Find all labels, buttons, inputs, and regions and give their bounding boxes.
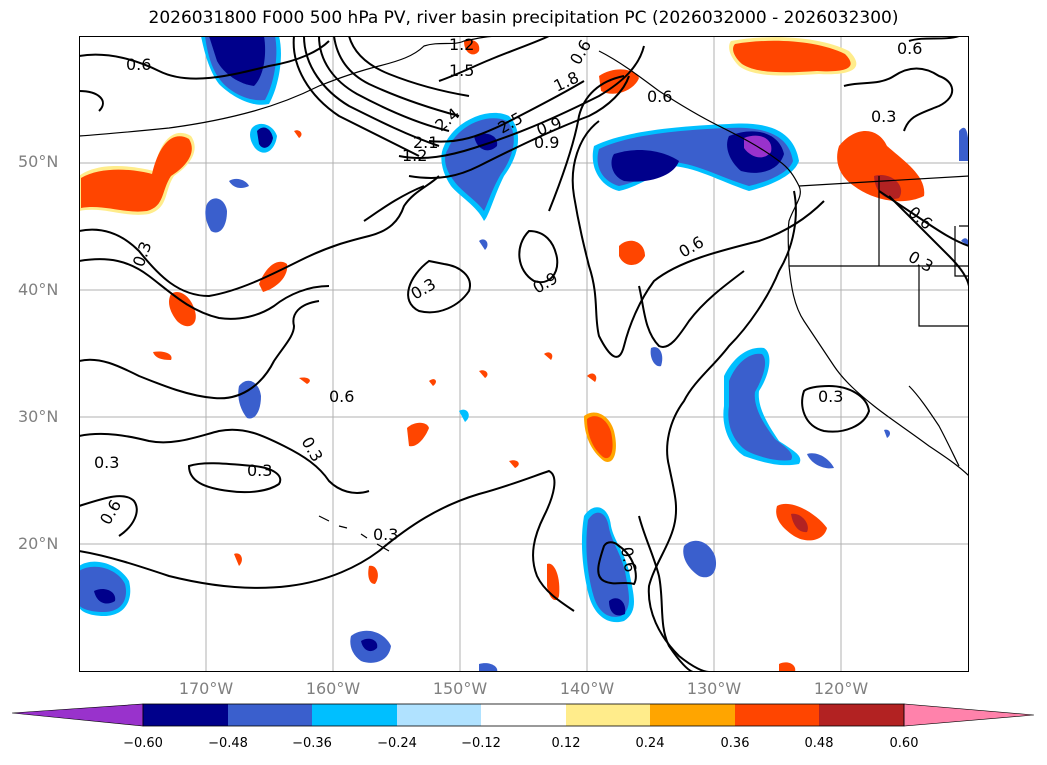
positive-precip-patches	[79, 37, 925, 672]
lat-label-50n: 50°N	[18, 152, 59, 171]
contour-label: 0.9	[534, 133, 559, 152]
colorbar-segment	[397, 704, 481, 726]
negative-precip-patches	[79, 36, 969, 672]
colorbar-segment	[650, 704, 735, 726]
contour-label: 0.3	[905, 247, 937, 276]
lon-label-120w: 120°W	[813, 679, 869, 698]
contour-label: 0.6	[647, 87, 672, 106]
graticule	[79, 36, 969, 672]
colorbar	[12, 703, 1035, 727]
contour-label: 1.2	[402, 146, 427, 165]
contour-label: 0.3	[373, 525, 398, 544]
coastlines	[79, 36, 969, 552]
colorbar-tick-label: 0.24	[635, 736, 665, 751]
lat-label-40n: 40°N	[18, 280, 59, 299]
contour-label: 0.3	[247, 461, 272, 480]
colorbar-tick-label: 0.60	[889, 736, 919, 751]
map-panel: 0.6 1.2 1.5 1.8 2.1 2.4 2.5 0.9 1.2 0.6 …	[79, 36, 969, 672]
contour-label: 0.9	[530, 268, 562, 297]
contour-label: 0.3	[298, 434, 327, 466]
contour-label: 1.2	[449, 36, 474, 54]
colorbar-tick-label: −0.12	[461, 736, 501, 751]
contour-label: 0.3	[871, 107, 896, 126]
colorbar-segment	[312, 704, 397, 726]
contour-label: 0.6	[126, 55, 151, 74]
lon-label-150w: 150°W	[432, 679, 488, 698]
contour-label: 0.6	[329, 387, 354, 406]
colorbar-segment	[12, 703, 144, 727]
colorbar-tick-label: −0.36	[292, 736, 332, 751]
pv-contours	[79, 36, 969, 672]
lat-label-20n: 20°N	[18, 534, 59, 553]
map-canvas: 0.6 1.2 1.5 1.8 2.1 2.4 2.5 0.9 1.2 0.6 …	[79, 36, 969, 672]
lon-label-160w: 160°W	[305, 679, 361, 698]
colorbar-segment	[481, 704, 566, 726]
contour-label: 0.6	[904, 203, 936, 234]
colorbar-segment	[228, 704, 312, 726]
lon-label-140w: 140°W	[559, 679, 615, 698]
lon-label-170w: 170°W	[178, 679, 234, 698]
colorbar-segment	[566, 704, 650, 726]
contour-label: 0.3	[94, 453, 119, 472]
lat-label-30n: 30°N	[18, 407, 59, 426]
contour-label: 0.6	[617, 545, 640, 573]
colorbar-tick-label: 0.36	[720, 736, 750, 751]
colorbar-tick-label: −0.60	[123, 736, 163, 751]
contour-label-group: 0.6 1.2 1.5 1.8 2.1 2.4 2.5 0.9 1.2 0.6 …	[94, 36, 937, 574]
contour-label: 0.6	[96, 496, 125, 528]
contour-label: 2.1	[413, 133, 438, 152]
contour-label: 0.6	[897, 39, 922, 58]
colorbar-segment	[819, 704, 904, 726]
contour-label: 0.6	[566, 36, 595, 68]
colorbar-tick-label: −0.48	[208, 736, 248, 751]
colorbar-segment	[903, 703, 1035, 727]
plot-title: 2026031800 F000 500 hPa PV, river basin …	[148, 8, 899, 28]
colorbar-segment	[143, 704, 228, 726]
contour-label: 0.3	[818, 387, 843, 406]
colorbar-tick-label: −0.24	[377, 736, 417, 751]
contour-label: 1.8	[551, 68, 582, 96]
colorbar-tick-label: 0.12	[551, 736, 581, 751]
lon-label-130w: 130°W	[686, 679, 742, 698]
contour-label: 1.5	[449, 61, 474, 80]
colorbar-tick-label: 0.48	[804, 736, 834, 751]
colorbar-segment	[735, 704, 819, 726]
